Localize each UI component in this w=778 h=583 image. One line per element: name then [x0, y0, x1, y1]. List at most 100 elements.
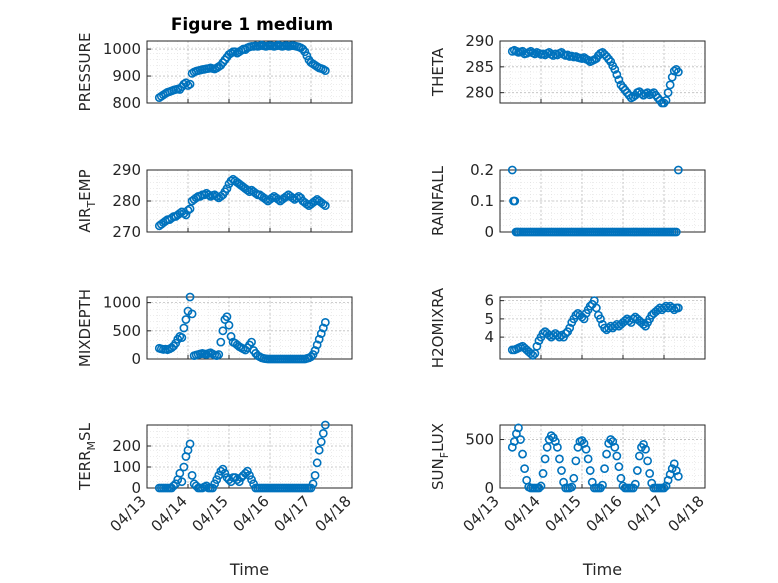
x-tick-label: 04/14: [148, 492, 191, 535]
data-point: [532, 341, 542, 351]
y-tick-label: 6: [484, 292, 494, 310]
data-point: [320, 317, 330, 327]
data-point: [318, 428, 328, 438]
data-point: [612, 451, 622, 461]
y-tick-label: 1000: [103, 294, 141, 312]
data-point: [530, 49, 540, 59]
y-tick-label: 0: [484, 479, 494, 497]
data-point: [565, 323, 575, 333]
data-point: [555, 332, 564, 342]
data-point: [528, 350, 538, 360]
data-point: [518, 449, 527, 459]
data-point: [571, 456, 581, 466]
data-point: [557, 466, 566, 475]
x-tick-label: 04/17: [624, 492, 667, 535]
axes-rainfall: 0 0.1 0.2 RAINFALL: [429, 161, 706, 241]
data-point: [243, 466, 252, 476]
axes-frame: [146, 424, 353, 489]
data-point: [212, 475, 222, 484]
data-point: [639, 319, 648, 329]
data-point: [561, 329, 570, 338]
data-point: [661, 96, 671, 105]
data-point: [673, 303, 683, 313]
data-point: [569, 473, 579, 483]
series-pressure: [154, 40, 330, 103]
data-point: [663, 88, 673, 98]
axes-frame: [146, 296, 353, 360]
data-point: [606, 435, 616, 444]
data-point: [641, 444, 650, 454]
data-point: [183, 205, 193, 215]
data-point: [643, 456, 652, 466]
data-point: [632, 466, 642, 475]
data-point: [314, 445, 324, 455]
series-h2omixra: [507, 296, 683, 360]
data-point: [179, 462, 189, 472]
data-point: [583, 454, 593, 464]
data-point: [579, 314, 589, 324]
axes-pressure: 800 900 1000 PRESSURE: [76, 33, 353, 112]
y-tick-label: 1000: [103, 40, 141, 58]
series-theta: [507, 45, 683, 108]
y-tick-label: 285: [465, 58, 494, 76]
data-point: [224, 320, 234, 330]
data-point: [673, 67, 683, 77]
series-air_temp: [154, 174, 330, 231]
data-point: [187, 309, 197, 319]
data-point: [208, 483, 217, 493]
data-point: [187, 470, 197, 480]
data-point: [222, 184, 232, 193]
data-point: [596, 314, 605, 324]
y-tick-label: 270: [112, 223, 141, 241]
x-tick-label: 04/13: [107, 492, 150, 535]
data-point: [540, 454, 550, 464]
data-point: [514, 423, 523, 433]
data-point: [185, 204, 195, 214]
data-point: [214, 350, 224, 359]
y-tick-label: 0.2: [470, 161, 494, 179]
data-point: [671, 227, 681, 237]
data-point: [610, 442, 620, 452]
data-point: [234, 477, 244, 487]
data-point: [673, 471, 683, 481]
data-point: [635, 451, 644, 461]
data-point: [583, 55, 593, 65]
x-tick-label: 04/17: [271, 492, 314, 535]
x-tick-label: 04/18: [665, 492, 708, 535]
data-point: [185, 439, 195, 449]
axes-mixdepth: 0 500 1000 MIXDEPTH: [76, 289, 353, 368]
data-point: [669, 305, 679, 315]
data-point: [185, 292, 195, 302]
data-point: [669, 66, 679, 76]
y-tick-label: 500: [112, 322, 141, 340]
data-point: [218, 464, 228, 474]
x-tick-label: 04/16: [230, 492, 273, 535]
data-point: [318, 323, 328, 333]
data-point: [624, 316, 634, 326]
y-axis-label: MIXDEPTH: [76, 289, 94, 367]
data-point: [616, 473, 626, 483]
data-point: [175, 468, 185, 478]
x-tick-label: 04/15: [542, 492, 585, 535]
y-tick-label: 4: [484, 328, 494, 346]
figure-title: Figure 1 medium: [171, 15, 333, 35]
data-point: [581, 444, 591, 454]
axes-frame: [499, 40, 706, 104]
data-point: [630, 479, 640, 489]
y-tick-label: 0: [484, 223, 494, 241]
y-tick-label: 280: [112, 192, 141, 210]
data-point: [667, 464, 677, 474]
data-point: [536, 481, 546, 491]
data-point: [643, 88, 652, 98]
y-tick-label: 100: [112, 458, 141, 476]
data-point: [555, 454, 564, 464]
series-mixdepth: [154, 292, 330, 364]
y-axis-label: RAINFALL: [429, 165, 447, 236]
data-point: [534, 483, 544, 493]
x-tick-label: 04/15: [189, 492, 232, 535]
series-terr_msl: [154, 420, 330, 493]
data-point: [645, 469, 655, 478]
x-tick-label: 04/13: [460, 492, 503, 535]
